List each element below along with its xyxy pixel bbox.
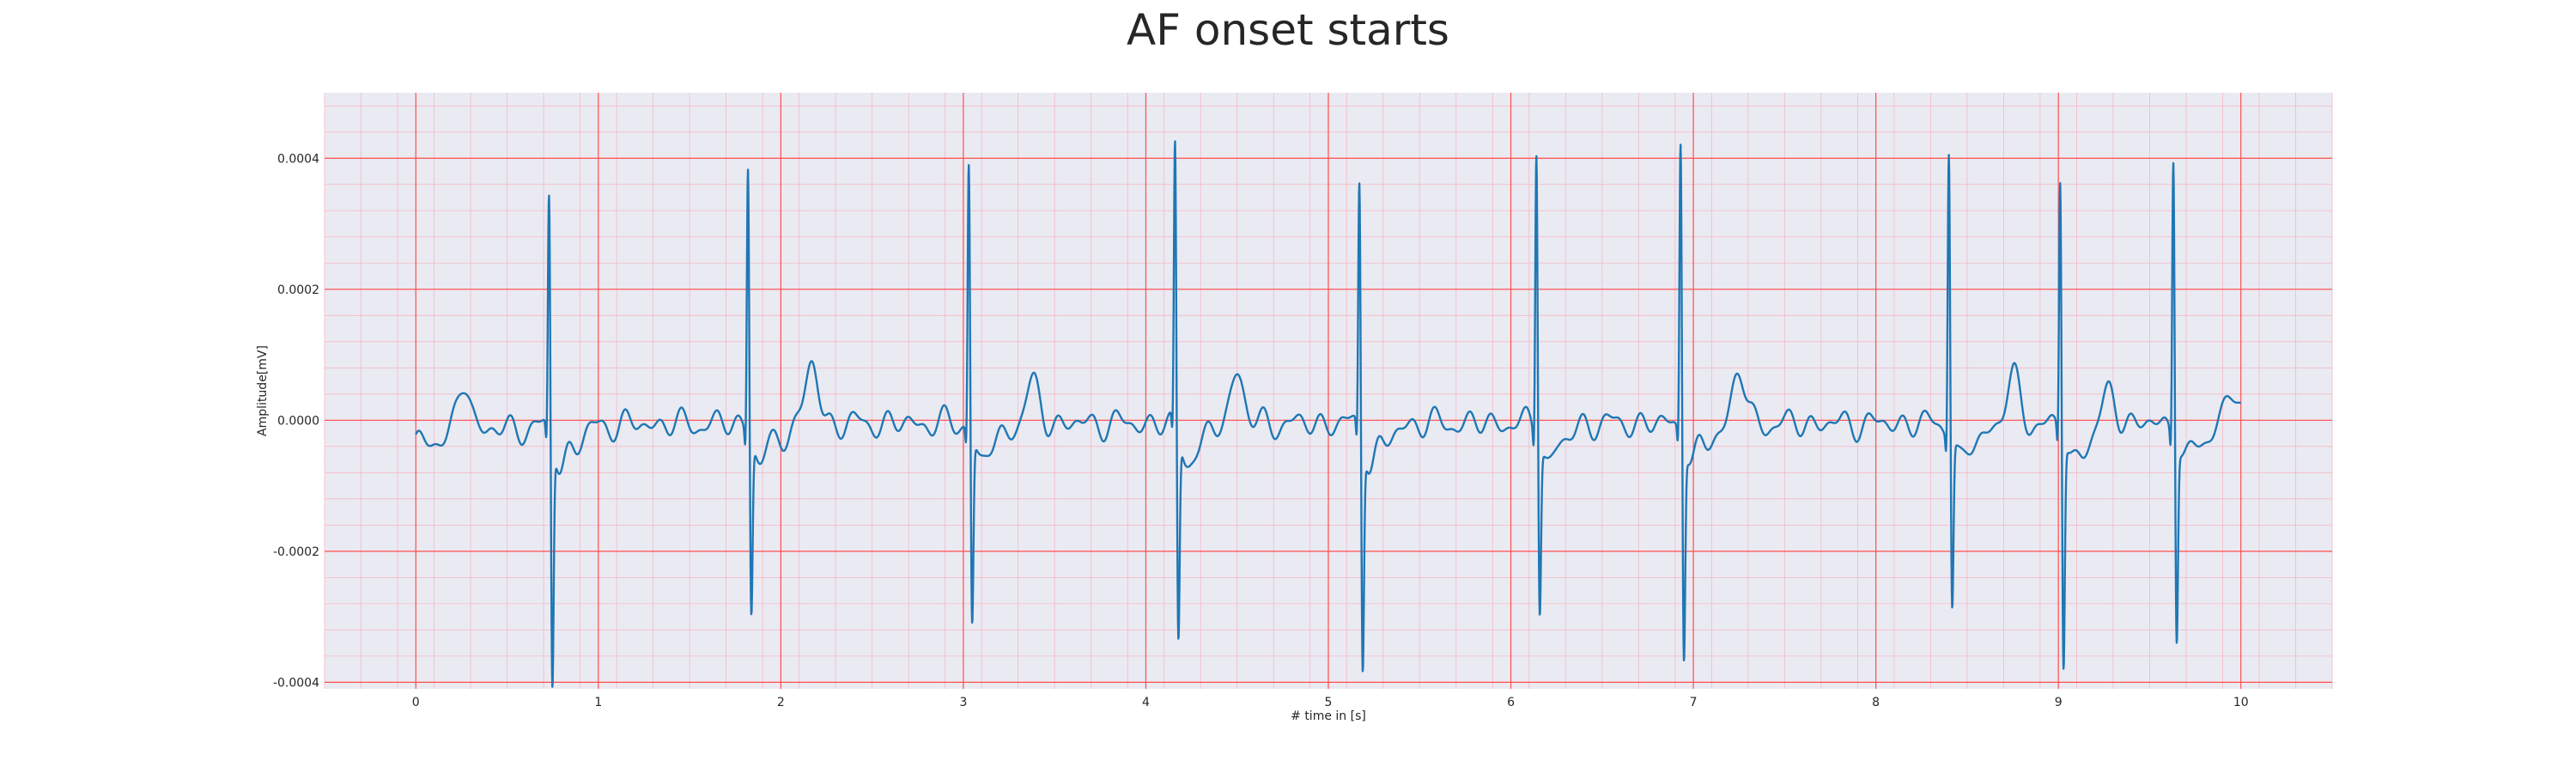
x-tick-label: 8: [1872, 696, 1880, 709]
x-tick-label: 4: [1142, 696, 1150, 709]
x-tick-label: 2: [777, 696, 785, 709]
x-tick-label: 7: [1690, 696, 1698, 709]
y-tick-label: -0.0002: [273, 545, 319, 559]
x-tick-label: 10: [2233, 696, 2249, 709]
x-tick-label: 3: [959, 696, 967, 709]
y-tick-label: 0.0002: [277, 283, 319, 297]
y-axis-label: Amplitude[mV]: [256, 345, 270, 436]
ecg-series-line: [415, 140, 2242, 688]
x-tick-label: 1: [594, 696, 602, 709]
y-tick-labels: -0.0004 -0.0002 0.0000 0.0002 0.0004: [273, 152, 319, 690]
y-tick-label: 0.0000: [277, 414, 319, 428]
x-tick-label: 6: [1507, 696, 1515, 709]
x-tick-label: 9: [2055, 696, 2063, 709]
x-tick-labels: 0 1 2 3 4 5 6 7 8 9 10: [412, 696, 2249, 709]
y-tick-label: -0.0004: [273, 676, 319, 690]
x-axis-label: # time in [s]: [1291, 709, 1366, 723]
y-tick-label: 0.0004: [277, 152, 319, 166]
x-tick-label: 5: [1325, 696, 1333, 709]
chart-title: AF onset starts: [1127, 5, 1449, 55]
x-tick-label: 0: [412, 696, 420, 709]
